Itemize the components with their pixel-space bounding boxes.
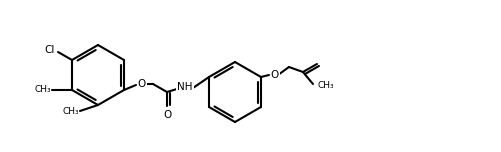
Text: CH₃: CH₃ [318, 81, 335, 90]
Text: CH₃: CH₃ [63, 107, 79, 116]
Text: NH: NH [177, 82, 193, 92]
Text: O: O [138, 79, 146, 89]
Text: O: O [271, 70, 279, 80]
Text: O: O [164, 110, 172, 120]
Text: Cl: Cl [45, 45, 55, 55]
Text: CH₃: CH₃ [35, 85, 51, 95]
